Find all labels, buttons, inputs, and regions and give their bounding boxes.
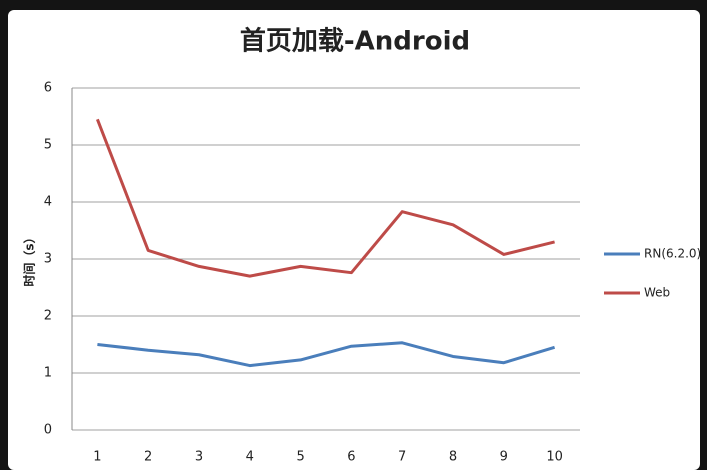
x-tick-label: 4 xyxy=(246,450,254,465)
y-tick-label: 5 xyxy=(44,138,52,153)
x-tick-label: 8 xyxy=(449,450,457,465)
y-tick-label: 6 xyxy=(44,81,52,96)
y-tick-label: 4 xyxy=(44,195,52,210)
legend-label: Web xyxy=(644,286,670,300)
x-tick-label: 2 xyxy=(144,450,152,465)
x-tick-label: 7 xyxy=(398,450,406,465)
y-axis-label: 时间（s） xyxy=(22,231,37,286)
x-tick-label: 9 xyxy=(500,450,508,465)
x-tick-label: 1 xyxy=(93,450,101,465)
series-line xyxy=(97,341,556,368)
y-tick-label: 3 xyxy=(44,252,52,267)
series-line xyxy=(96,118,555,278)
x-tick-label: 5 xyxy=(296,450,304,465)
x-tick-label: 10 xyxy=(546,450,563,465)
x-tick-label: 6 xyxy=(347,450,355,465)
legend-label: RN(6.2.0) xyxy=(644,247,701,261)
chart-background xyxy=(8,10,700,470)
y-tick-label: 0 xyxy=(44,423,52,438)
x-tick-label: 3 xyxy=(195,450,203,465)
y-tick-label: 1 xyxy=(44,366,52,381)
chart-title: 首页加载-Android xyxy=(240,26,470,57)
y-tick-label: 2 xyxy=(44,309,52,324)
